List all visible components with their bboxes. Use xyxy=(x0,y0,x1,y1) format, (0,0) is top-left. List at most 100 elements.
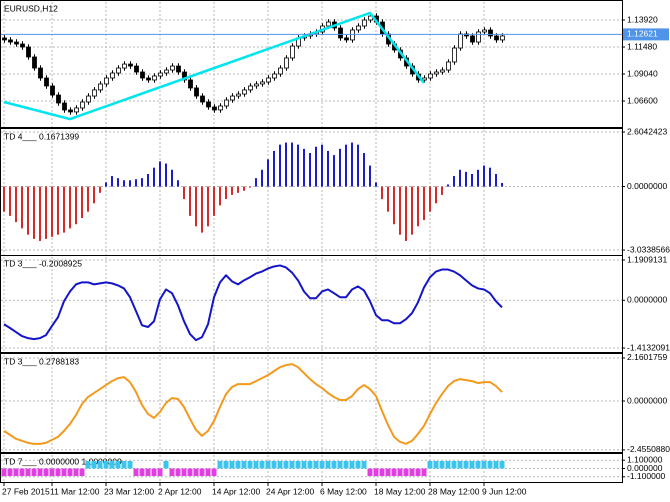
panel: 1.1909131 0.0000000 -1.4132091 TD 3___ -0.2… xyxy=(0,254,670,353)
candle-body xyxy=(86,95,91,103)
bar xyxy=(397,468,403,477)
candle-body xyxy=(8,39,13,43)
bar xyxy=(135,179,137,187)
panel-border xyxy=(0,255,623,353)
bar xyxy=(133,468,139,477)
bar xyxy=(295,460,301,469)
bar xyxy=(405,186,407,241)
bar xyxy=(231,186,233,195)
bar xyxy=(435,186,437,204)
bar xyxy=(193,468,199,477)
bar xyxy=(243,186,245,191)
bar xyxy=(75,186,77,225)
bar xyxy=(429,186,431,212)
bar xyxy=(261,169,263,187)
panel-border xyxy=(0,353,623,453)
bar xyxy=(13,468,19,477)
bar xyxy=(501,182,503,187)
bar xyxy=(121,460,127,469)
x-tick-label: 27 Feb 2015 xyxy=(2,486,50,496)
candle-body xyxy=(338,27,343,39)
panel-title: TD 4___ 0.1671399 xyxy=(4,131,79,141)
bar xyxy=(91,460,97,469)
indicator-line xyxy=(3,363,503,445)
bar xyxy=(103,460,109,469)
last-price-box xyxy=(623,28,669,41)
bar xyxy=(369,165,371,187)
bar xyxy=(279,144,281,187)
candle-body xyxy=(242,89,247,95)
bar xyxy=(19,468,25,477)
bar xyxy=(327,150,329,187)
bar xyxy=(109,460,115,469)
bar xyxy=(433,460,439,469)
candle-body xyxy=(146,77,151,81)
candle-body xyxy=(128,63,133,67)
candle-body xyxy=(182,71,187,81)
x-tick-label: 2 Apr 12:00 xyxy=(158,486,202,496)
bar xyxy=(303,148,305,187)
bar xyxy=(271,460,277,469)
y-tick-label: 2.6042423 xyxy=(627,126,667,136)
candle-body xyxy=(278,67,283,75)
bar xyxy=(387,186,389,212)
candle-body xyxy=(62,102,67,111)
candle-body xyxy=(440,69,445,73)
candle-body xyxy=(170,65,175,71)
candle-body xyxy=(116,67,121,74)
bar xyxy=(201,186,203,233)
bar xyxy=(81,186,83,218)
bar xyxy=(241,460,247,469)
bar xyxy=(177,180,179,187)
bar xyxy=(351,142,353,187)
bar xyxy=(79,468,85,477)
panel-title: TD 3___ -0.2008925 xyxy=(4,258,82,268)
bar xyxy=(331,460,337,469)
bar xyxy=(57,186,59,235)
bar xyxy=(309,153,311,187)
bar xyxy=(39,186,41,241)
bar xyxy=(85,460,91,469)
bar xyxy=(123,180,125,187)
x-tick-label: 11 Mar 12:00 xyxy=(50,486,100,496)
bar xyxy=(111,176,113,187)
y-tick-label: -1.4132091 xyxy=(627,342,670,352)
panel: 2.6042423 0.0000000 -3.0338566 TD 4___ 0.16… xyxy=(0,126,670,256)
candle-body xyxy=(38,67,43,79)
candle-body xyxy=(20,43,25,48)
bar xyxy=(489,167,491,187)
candle-body xyxy=(98,83,103,91)
bar xyxy=(265,460,271,469)
candle-body xyxy=(194,87,199,97)
candle-body xyxy=(362,19,367,27)
candle-body xyxy=(446,61,451,71)
bar xyxy=(151,468,157,477)
bar xyxy=(277,460,283,469)
bar xyxy=(411,186,413,235)
bar xyxy=(9,186,11,216)
bar xyxy=(157,468,163,477)
candle-body xyxy=(254,83,259,87)
candle-body xyxy=(110,72,115,79)
candle-body xyxy=(44,77,49,87)
x-tick-label: 28 May 12:00 xyxy=(428,486,480,496)
candle-body xyxy=(152,75,157,81)
candle-body xyxy=(92,89,97,97)
bar xyxy=(213,186,215,216)
candle-body xyxy=(482,29,487,33)
bar xyxy=(147,173,149,187)
bar xyxy=(153,167,155,187)
bar xyxy=(145,468,151,477)
bar xyxy=(349,460,355,469)
candle-body xyxy=(134,65,139,73)
bar xyxy=(165,163,167,187)
bar xyxy=(409,468,415,477)
bar xyxy=(321,144,323,187)
bar xyxy=(189,186,191,216)
bar xyxy=(247,460,253,469)
bar xyxy=(343,460,349,469)
candle-body xyxy=(68,109,73,113)
bar xyxy=(63,186,65,233)
bar xyxy=(49,468,55,477)
